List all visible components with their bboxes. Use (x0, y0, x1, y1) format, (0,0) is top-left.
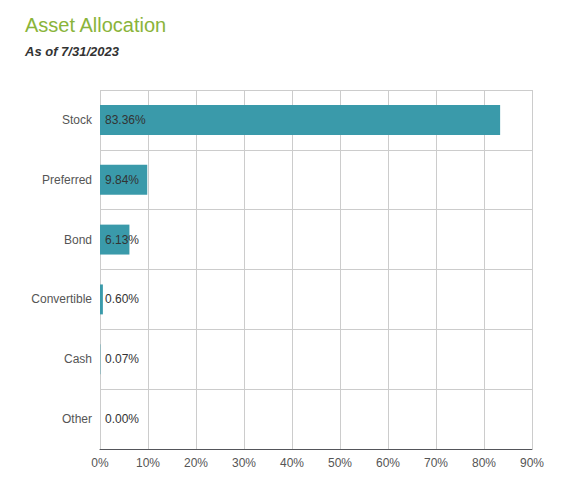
svg-text:30%: 30% (232, 456, 256, 470)
svg-text:70%: 70% (424, 456, 448, 470)
svg-text:0.60%: 0.60% (105, 292, 139, 306)
svg-text:Cash: Cash (64, 352, 92, 366)
svg-text:9.84%: 9.84% (105, 173, 139, 187)
svg-text:0.00%: 0.00% (105, 412, 139, 426)
svg-text:80%: 80% (472, 456, 496, 470)
svg-text:60%: 60% (376, 456, 400, 470)
svg-text:Preferred: Preferred (42, 173, 92, 187)
svg-text:6.13%: 6.13% (105, 233, 139, 247)
svg-text:0.07%: 0.07% (105, 352, 139, 366)
svg-text:Other: Other (62, 412, 92, 426)
svg-text:20%: 20% (184, 456, 208, 470)
svg-text:Asset Allocation: Asset Allocation (25, 14, 166, 36)
svg-text:40%: 40% (280, 456, 304, 470)
svg-text:10%: 10% (136, 456, 160, 470)
svg-text:Bond: Bond (64, 233, 92, 247)
svg-text:Stock: Stock (62, 113, 93, 127)
svg-text:50%: 50% (328, 456, 352, 470)
svg-text:0%: 0% (91, 456, 109, 470)
svg-text:83.36%: 83.36% (105, 113, 146, 127)
svg-text:90%: 90% (520, 456, 544, 470)
svg-text:As of 7/31/2023: As of 7/31/2023 (24, 44, 120, 59)
svg-text:Convertible: Convertible (31, 292, 92, 306)
